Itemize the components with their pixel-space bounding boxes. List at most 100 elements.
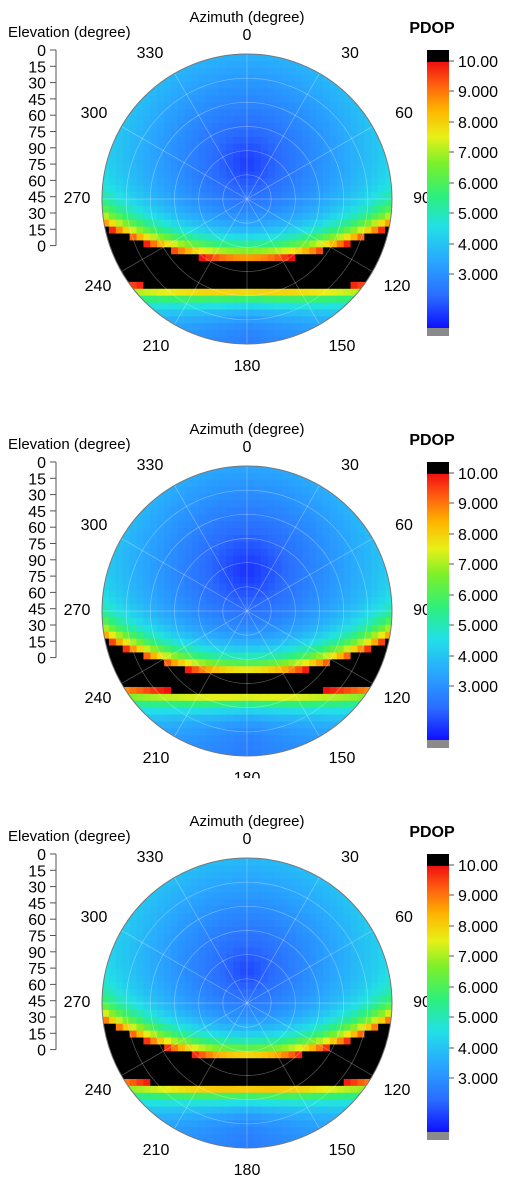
heatmap-cell: [205, 871, 214, 880]
heatmap-cell: [233, 1058, 241, 1066]
heatmap-cell: [226, 466, 234, 474]
heatmap-cell: [226, 645, 234, 654]
heatmap-cell: [233, 611, 241, 619]
heatmap-cell: [205, 178, 214, 186]
heatmap-cell: [219, 535, 227, 543]
heatmap-cell: [329, 493, 338, 502]
heatmap-cell: [171, 920, 179, 928]
heatmap-cell: [329, 707, 338, 716]
heatmap-cell: [233, 631, 241, 640]
heatmap-cell: [240, 1099, 248, 1108]
heatmap-cell: [247, 1023, 255, 1032]
heatmap-cell: [102, 1023, 110, 1032]
heatmap-cell: [260, 109, 269, 117]
heatmap-cell: [184, 597, 193, 605]
heatmap-cell: [302, 1003, 310, 1011]
heatmap-cell: [309, 721, 317, 729]
heatmap-cell: [157, 1037, 165, 1046]
heatmap-cell: [281, 323, 290, 331]
heatmap-cell: [212, 1023, 220, 1032]
heatmap-cell: [164, 1092, 172, 1101]
heatmap-cell: [322, 1099, 331, 1108]
heatmap-cell: [309, 129, 317, 138]
heatmap-cell: [184, 521, 193, 529]
elevation-ring: [222, 586, 272, 636]
heatmap-cell: [274, 129, 283, 138]
heatmap-cell: [247, 735, 255, 743]
heatmap-cell: [336, 1044, 345, 1052]
heatmap-cell: [122, 247, 131, 255]
heatmap-cell: [205, 199, 214, 207]
heatmap-cell: [350, 281, 359, 290]
heatmap-cell: [157, 686, 165, 695]
heatmap-cell: [295, 507, 303, 515]
heatmap-cell: [343, 136, 352, 145]
heatmap-cell: [336, 1072, 345, 1080]
heatmap-cell: [281, 975, 290, 983]
heatmap-cell: [309, 968, 317, 976]
heatmap-cell: [233, 535, 241, 543]
heatmap-cell: [205, 95, 214, 103]
heatmap-cell: [177, 254, 186, 262]
heatmap-cell: [191, 920, 200, 928]
heatmap-cell: [247, 219, 255, 228]
heatmap-cell: [260, 81, 269, 90]
heatmap-cell: [157, 288, 165, 297]
heatmap-cell: [253, 604, 262, 612]
heatmap-cell: [157, 885, 165, 894]
heatmap-cell: [343, 652, 352, 660]
heatmap-cell: [247, 500, 255, 509]
heatmap-cell: [309, 1023, 317, 1032]
heatmap-cell: [164, 240, 172, 248]
heatmap-cell: [371, 226, 379, 235]
heatmap-cell: [115, 933, 124, 942]
heatmap-cell: [336, 192, 345, 200]
heatmap-cell: [122, 136, 131, 145]
heatmap-cell: [329, 1009, 338, 1018]
heatmap-cell: [233, 54, 241, 62]
heatmap-cell: [171, 316, 179, 324]
heatmap-cell: [157, 164, 165, 172]
heatmap-cell: [281, 611, 290, 619]
heatmap-cell: [336, 680, 345, 688]
heatmap-cell: [288, 693, 296, 702]
heatmap-cell: [150, 954, 158, 963]
heatmap-cell: [385, 192, 393, 200]
heatmap-cell: [177, 1058, 186, 1066]
heatmap-cell: [253, 88, 262, 97]
heatmap-cell: [129, 693, 138, 702]
heatmap-cell: [205, 645, 214, 654]
heatmap-cell: [143, 1044, 151, 1052]
heatmap-cell: [108, 611, 117, 619]
heatmap-cell: [267, 707, 276, 716]
heatmap-cell: [260, 1058, 269, 1066]
heatmap-cell: [219, 219, 227, 228]
heatmap-cell: [288, 680, 296, 688]
heatmap-cell: [122, 548, 131, 557]
heatmap-cell: [336, 1009, 345, 1018]
heatmap-cell: [281, 60, 290, 69]
heatmap-cell: [115, 555, 124, 564]
heatmap-cell: [274, 288, 283, 297]
heatmap-cell: [150, 631, 158, 640]
heatmap-cell: [191, 330, 200, 338]
azimuth-tick-label: 300: [81, 909, 108, 926]
heatmap-cell: [253, 659, 262, 667]
heatmap-cell: [247, 74, 255, 83]
heatmap-cell: [350, 680, 359, 688]
heatmap-cell: [102, 996, 110, 1004]
heatmap-cell: [219, 576, 227, 584]
heatmap-cell: [267, 541, 276, 550]
heatmap-cell: [295, 961, 303, 970]
heatmap-cell: [233, 1120, 241, 1128]
heatmap-cell: [219, 899, 227, 907]
heatmap-cell: [233, 920, 241, 928]
heatmap-cell: [322, 268, 331, 276]
heatmap-cell: [102, 178, 110, 186]
heatmap-cell: [350, 920, 359, 928]
heatmap-cell: [343, 514, 352, 522]
heatmap-cell: [171, 611, 179, 619]
heatmap-cell: [177, 1072, 186, 1080]
colorbar-tick-label: 6.000: [458, 980, 498, 997]
